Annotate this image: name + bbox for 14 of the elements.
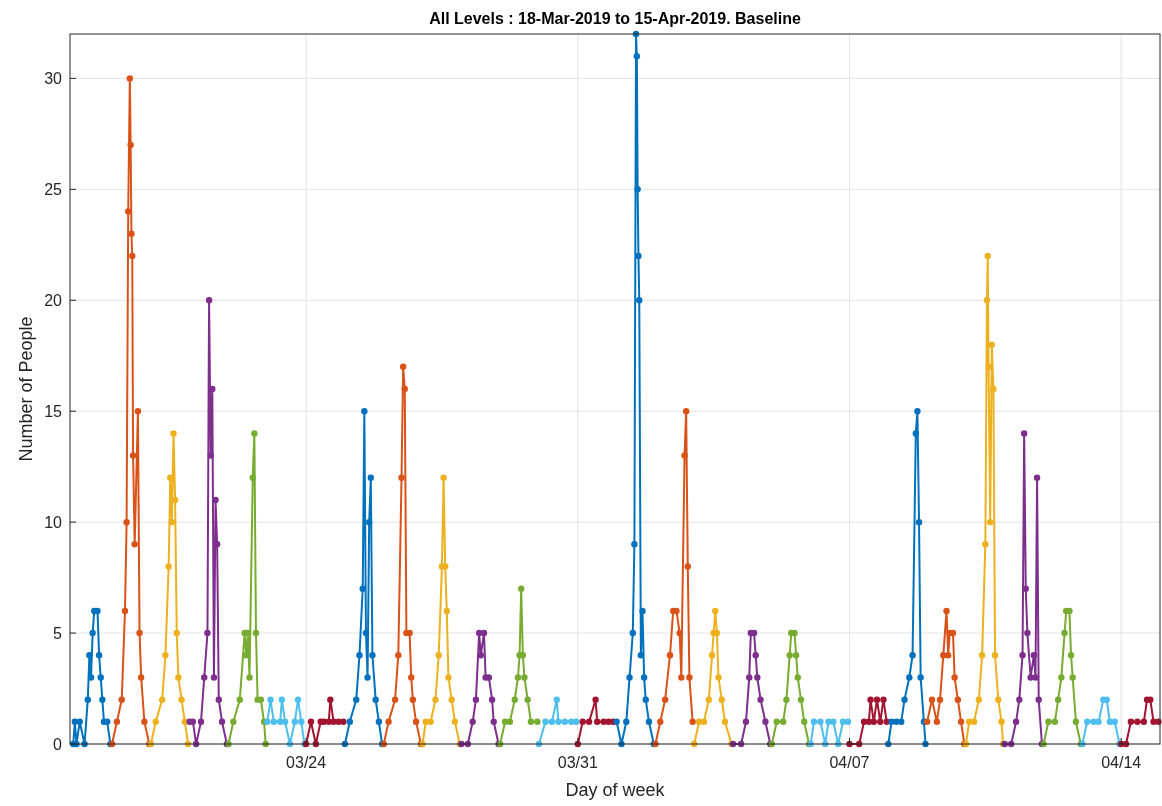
x-axis-title: Day of week — [565, 780, 666, 800]
chart-title: All Levels : 18-Mar-2019 to 15-Apr-2019. Baseline — [429, 10, 801, 27]
y-tick-label: 0 — [53, 736, 63, 753]
x-tick-label: 04/07 — [829, 754, 870, 771]
y-tick-label: 10 — [44, 514, 63, 532]
y-tick-label: 25 — [44, 181, 63, 199]
x-tick-label: 03/31 — [557, 754, 598, 771]
y-axis-title: Number of People — [16, 316, 36, 462]
x-tick-label: 03/24 — [286, 754, 327, 771]
y-tick-label: 20 — [44, 292, 63, 310]
y-tick-label: 30 — [44, 70, 63, 88]
y-tick-label: 15 — [44, 403, 63, 421]
y-tick-label: 5 — [53, 625, 63, 643]
x-tick-label: 04/14 — [1101, 754, 1142, 771]
